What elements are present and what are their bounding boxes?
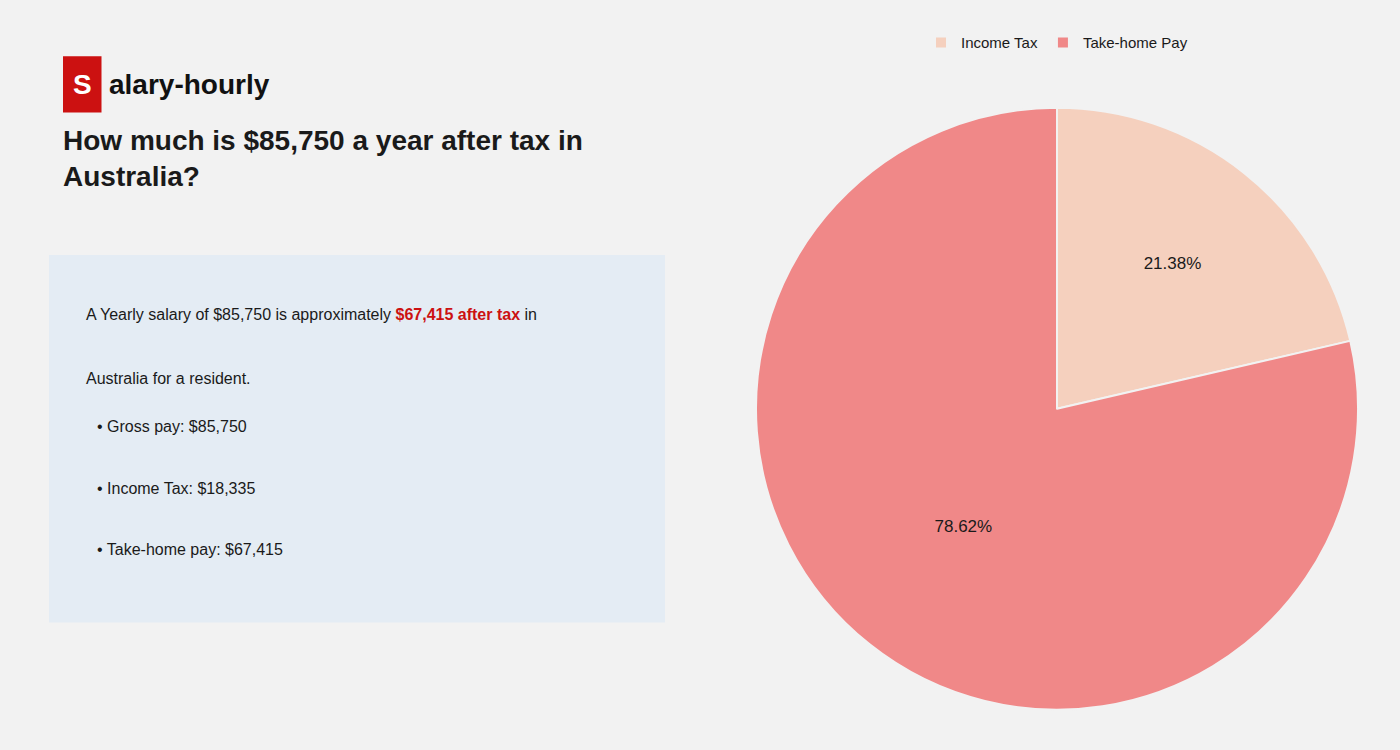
svg-text:• Income Tax: $18,335: • Income Tax: $18,335 <box>97 480 255 497</box>
svg-text:A Yearly salary of $85,750 is: A Yearly salary of $85,750 is approximat… <box>86 306 537 323</box>
svg-text:alary-hourly: alary-hourly <box>109 69 270 100</box>
svg-text:Income Tax: Income Tax <box>961 34 1038 51</box>
svg-text:Australia for a resident.: Australia for a resident. <box>86 370 251 387</box>
svg-text:21.38%: 21.38% <box>1144 254 1202 273</box>
svg-text:S: S <box>73 69 92 100</box>
svg-text:• Gross pay: $85,750: • Gross pay: $85,750 <box>97 418 247 435</box>
svg-text:• Take-home pay: $67,415: • Take-home pay: $67,415 <box>97 541 283 558</box>
svg-text:How much is $85,750 a year aft: How much is $85,750 a year after tax inA… <box>63 125 583 192</box>
svg-text:Take-home Pay: Take-home Pay <box>1083 34 1188 51</box>
svg-text:78.62%: 78.62% <box>935 517 993 536</box>
